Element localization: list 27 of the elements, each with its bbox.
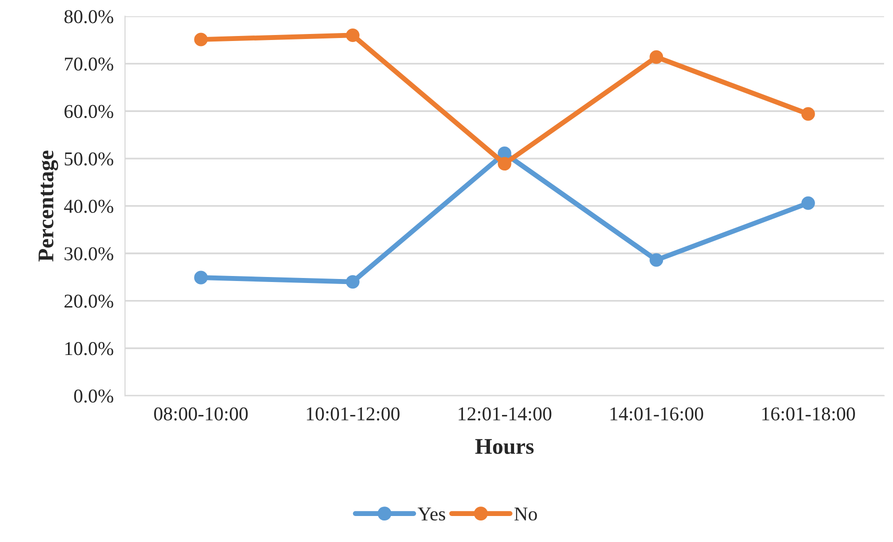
x-tick-label: 16:01-18:00 (762, 407, 855, 421)
y-tick-label: 40.0% (64, 200, 114, 213)
y-tick-label: 20.0% (64, 294, 114, 308)
point (346, 275, 360, 289)
point (194, 270, 208, 284)
x-axis-title: Hours (475, 439, 534, 454)
x-tick-label: 14:01-16:00 (610, 407, 704, 421)
y-tick-label: 60.0% (64, 104, 114, 118)
x-tick-label: 08:00-10:00 (154, 407, 248, 421)
point (801, 196, 815, 210)
y-tick-label: 80.0% (64, 10, 114, 24)
point (498, 156, 512, 171)
legend-label: No (514, 508, 537, 521)
y-axis-title: Percenttage (38, 150, 58, 262)
point (346, 28, 360, 42)
y-tick-label: 10.0% (65, 342, 114, 356)
x-tick-label: 12:01-14:00 (458, 407, 552, 421)
point (801, 107, 815, 121)
point (650, 253, 664, 267)
y-tick-label: 30.0% (64, 247, 114, 260)
point (650, 50, 664, 64)
x-tick-label: 10:01-12:00 (306, 407, 400, 421)
y-tick-label: 50.0% (64, 152, 114, 166)
legend-label: Yes (418, 508, 446, 521)
y-tick-label: 70.0% (64, 58, 114, 71)
y-tick-label: 0.0% (74, 389, 114, 403)
point (194, 32, 208, 46)
